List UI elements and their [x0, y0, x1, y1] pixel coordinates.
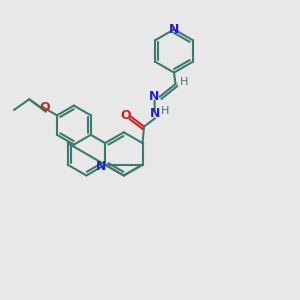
Text: O: O	[121, 109, 131, 122]
Text: N: N	[150, 107, 160, 121]
Text: H: H	[161, 106, 169, 116]
Text: H: H	[180, 76, 188, 87]
Text: N: N	[96, 160, 107, 173]
Text: N: N	[169, 23, 179, 36]
Text: N: N	[149, 90, 160, 103]
Text: O: O	[39, 101, 50, 114]
